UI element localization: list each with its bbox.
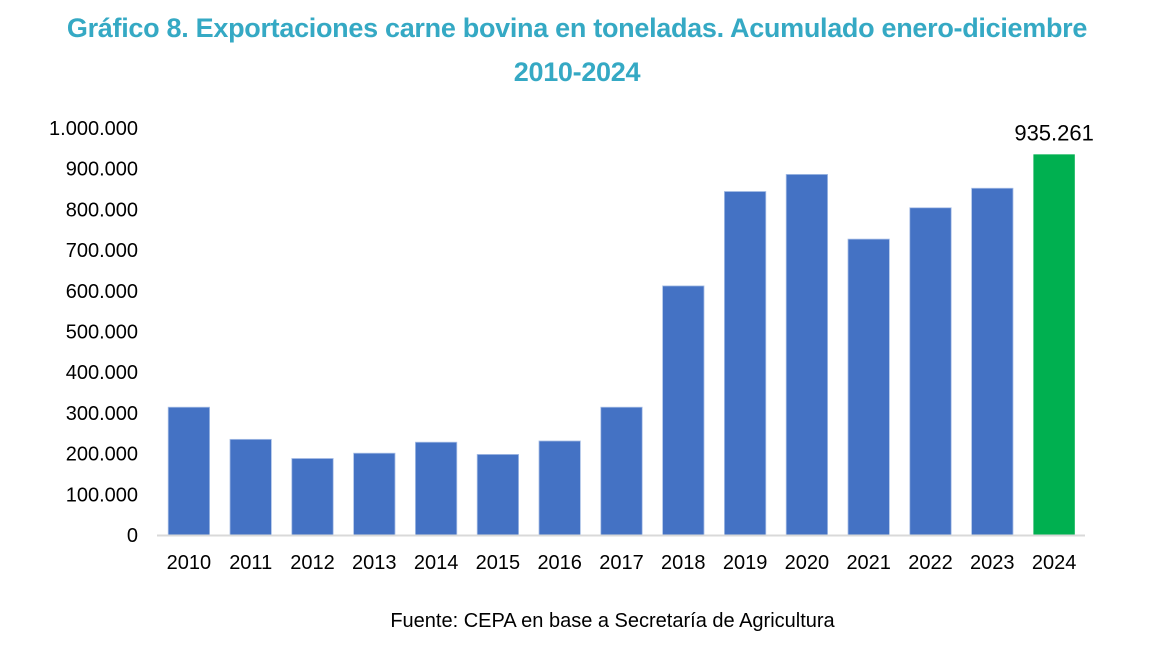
y-tick-label: 800.000 — [66, 199, 138, 221]
x-tick-label: 2024 — [1032, 552, 1077, 574]
y-tick-label: 700.000 — [66, 240, 138, 262]
chart-title-line-2: 2010-2024 — [513, 57, 641, 87]
x-tick-label: 2017 — [599, 552, 644, 574]
x-axis: 2010 2011 2012 2013 2014 2015 2016 2017 2018 2019… — [167, 552, 1077, 574]
bar-2021 — [847, 238, 890, 536]
y-tick-label: 0 — [127, 525, 138, 547]
y-tick-label: 500.000 — [66, 322, 138, 344]
x-tick-label: 2016 — [537, 552, 582, 574]
bar-2019 — [723, 191, 767, 536]
x-tick-label: 2012 — [290, 552, 335, 574]
x-tick-label: 2019 — [723, 552, 768, 574]
y-tick-label: 1.000.000 — [49, 118, 138, 140]
y-tick-label: 600.000 — [66, 281, 138, 303]
y-tick-label: 400.000 — [66, 362, 138, 384]
x-tick-label: 2010 — [167, 552, 212, 574]
bar-2010 — [167, 406, 211, 536]
x-tick-label: 2023 — [970, 552, 1015, 574]
x-tick-label: 2020 — [785, 552, 830, 574]
y-axis: 0 100.000 200.000 300.000 400.000 500.000 600.… — [49, 118, 138, 547]
bar-2023 — [971, 187, 1014, 536]
chart-title-line-1: Gráfico 8. Exportaciones carne bovina en… — [66, 13, 1088, 43]
bar-2014 — [414, 441, 458, 536]
data-label: 935.261 — [1014, 120, 1094, 145]
bars — [167, 154, 1075, 536]
chart-title: Gráfico 8. Exportaciones carne bovina en… — [0, 6, 1154, 94]
bar-2022 — [909, 207, 952, 536]
y-tick-label: 200.000 — [66, 444, 138, 466]
bar-2024 — [1033, 154, 1075, 536]
bar-2011 — [229, 438, 272, 536]
y-tick-label: 100.000 — [66, 484, 138, 506]
x-tick-label: 2021 — [846, 552, 891, 574]
data-labels: 935.261 — [1014, 120, 1094, 145]
x-tick-label: 2013 — [352, 552, 397, 574]
bar-2015 — [476, 454, 520, 536]
bar-2013 — [353, 452, 396, 536]
source-note: Fuente: CEPA en base a Secretaría de Agr… — [390, 610, 835, 632]
bar-2017 — [600, 406, 643, 536]
x-tick-label: 2015 — [476, 552, 521, 574]
bar-2018 — [662, 285, 705, 536]
x-tick-label: 2022 — [908, 552, 953, 574]
y-tick-label: 900.000 — [66, 159, 138, 181]
bar-2016 — [538, 440, 581, 536]
x-tick-label: 2018 — [661, 552, 706, 574]
bar-2020 — [785, 173, 829, 536]
x-tick-label: 2014 — [414, 552, 459, 574]
y-tick-label: 300.000 — [66, 403, 138, 425]
bar-2012 — [291, 458, 334, 536]
x-tick-label: 2011 — [229, 552, 272, 574]
